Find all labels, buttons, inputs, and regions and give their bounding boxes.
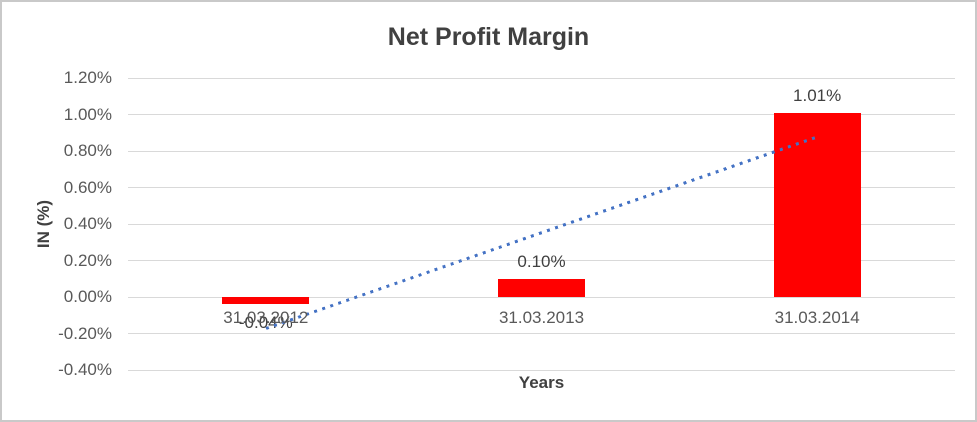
gridline: [128, 77, 955, 79]
gridline: [128, 260, 955, 261]
y-tick-label: -0.20%: [58, 323, 112, 343]
x-category-label: 31.03.2012: [223, 308, 309, 327]
gridline: [128, 150, 955, 152]
gridline: [128, 369, 955, 371]
x-category-label: 31.03.2014: [774, 308, 860, 327]
y-tick-label: 1.20%: [63, 68, 112, 87]
y-tick-label: 1.00%: [63, 104, 112, 124]
gridline: [128, 223, 955, 225]
y-tick-label: 0.60%: [63, 177, 112, 197]
gridline: [128, 333, 955, 334]
y-tick-label: 0.40%: [63, 214, 112, 233]
y-tick-label: -0.40%: [58, 360, 112, 379]
trendline: [265, 134, 818, 330]
gridline: [128, 296, 955, 298]
y-tick-label: 0.20%: [63, 250, 112, 270]
plot-area: -0.04% 0.10% 1.01%: [128, 77, 955, 371]
y-tick-label: 0.80%: [63, 141, 112, 160]
gridline: [128, 114, 955, 115]
bar: [222, 297, 310, 305]
bar: [773, 112, 861, 297]
bar-data-label: 1.01%: [793, 85, 842, 105]
y-tick-label: 0.00%: [63, 287, 112, 306]
x-category-label: 31.03.2013: [498, 308, 585, 327]
bar-data-label: 0.10%: [517, 251, 566, 271]
chart-title: Net Profit Margin: [387, 23, 590, 51]
x-axis-title: Years: [518, 373, 565, 392]
gridline: [128, 187, 955, 188]
bar-data-label: -0.04%: [238, 313, 293, 333]
bar: [498, 278, 585, 297]
